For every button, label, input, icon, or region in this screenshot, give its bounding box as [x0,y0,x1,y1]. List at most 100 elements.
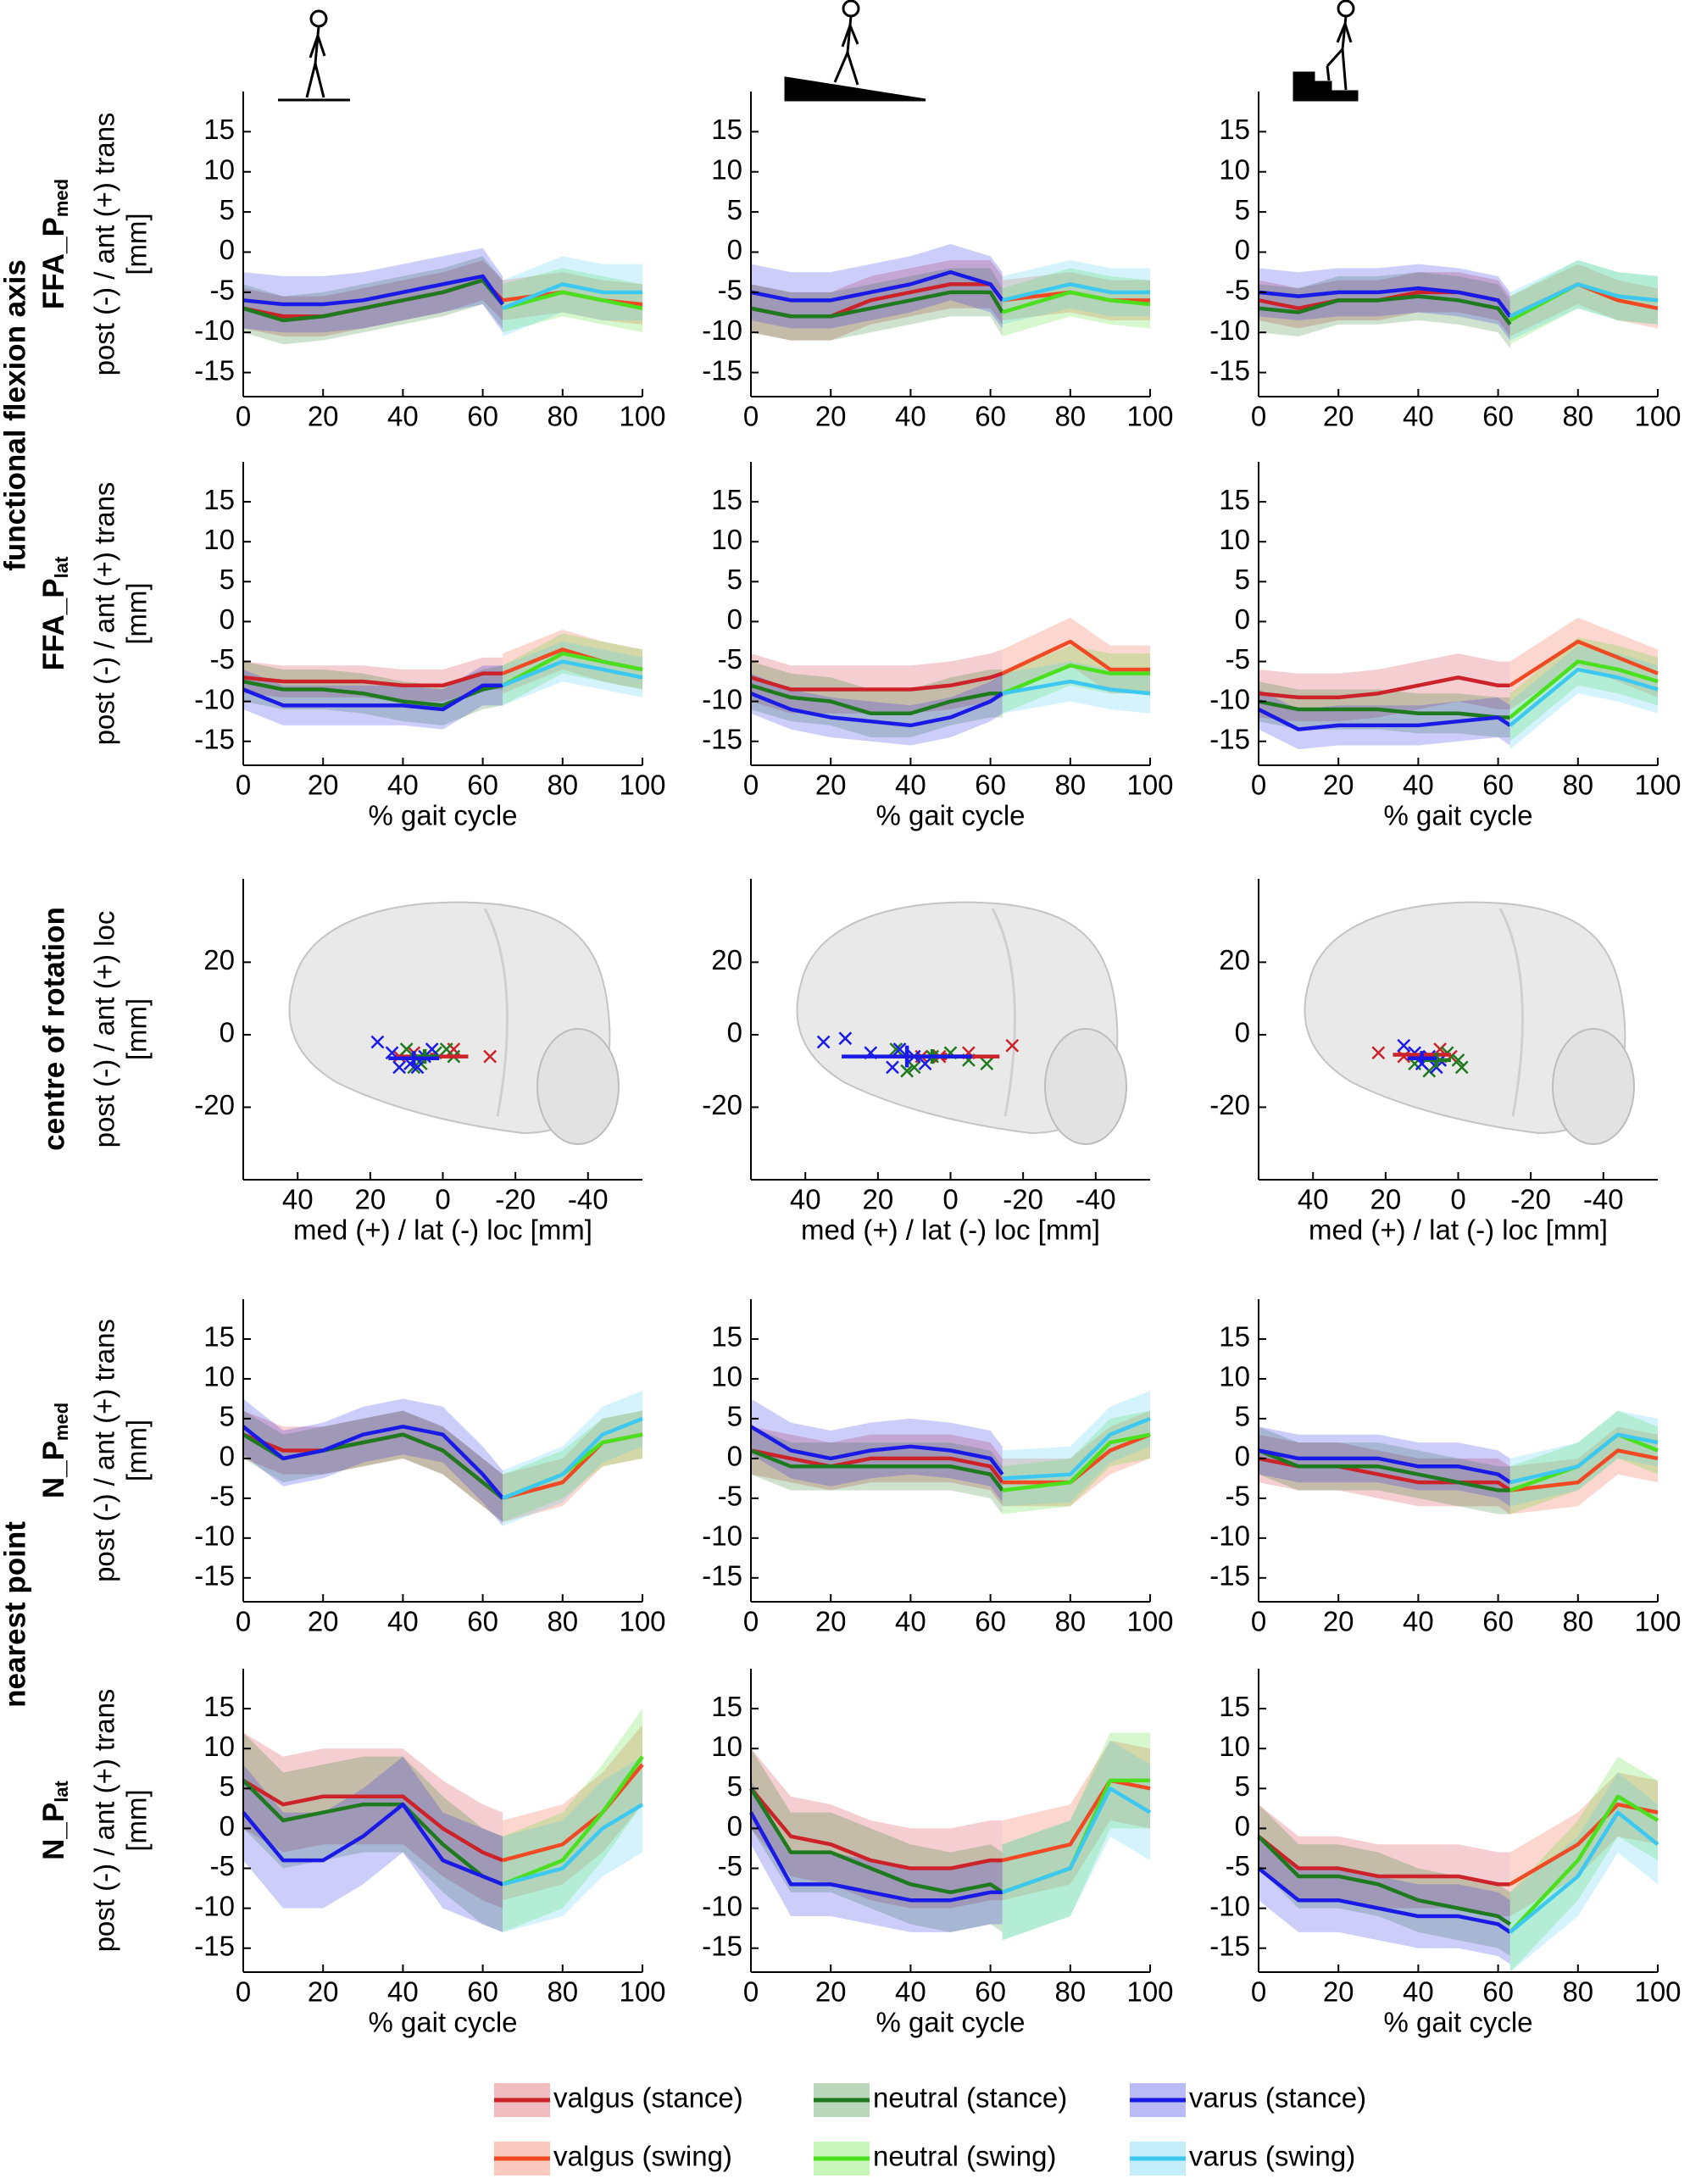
x-tick-label: 40 [1403,401,1434,432]
band [1509,259,1658,345]
x-axis-label: med (+) / lat (-) loc [mm] [1309,1214,1608,1246]
legend-label: varus (stance) [1189,2082,1366,2114]
line [1002,679,1151,696]
line [502,1803,644,1887]
y-tick-label: 5 [727,1401,742,1432]
x-tick-label: 80 [1054,401,1086,432]
point [392,1060,407,1075]
point [1397,1038,1411,1053]
y-tick-label: 0 [220,603,235,635]
point [425,1042,439,1056]
line [750,683,1003,716]
x-tick-label: -40 [1076,1184,1116,1215]
x-tick-label: 100 [619,770,665,801]
line [750,671,1003,692]
line [1509,639,1659,687]
y-tick-label: 5 [1235,1401,1250,1432]
x-axis-label: med (+) / lat (-) loc [mm] [801,1214,1100,1246]
y-tick-label: 10 [711,524,742,555]
y-tick-label: 0 [1235,1810,1250,1842]
x-tick-label: 0 [236,1606,251,1637]
line [242,278,504,323]
x-tick-label: 40 [387,1976,419,2008]
x-tick-label: 80 [1054,770,1086,801]
point [907,1060,921,1075]
x-tick-label: 60 [467,1606,498,1637]
y-tick-label: -10 [194,1520,235,1552]
y-tick-label: 0 [1235,603,1250,635]
point [900,1064,914,1078]
x-tick-label: 40 [1298,1184,1329,1215]
x-tick-label: 80 [547,1606,578,1637]
fibula-head [536,1028,620,1145]
band [1259,264,1510,341]
line [750,270,1004,303]
point [1005,1038,1020,1053]
line [1002,1432,1151,1485]
y-tick-label: 10 [711,1731,742,1762]
line [1509,1448,1659,1492]
band [243,1398,503,1526]
x-tick-label: 40 [387,401,419,432]
y-tick-label: 10 [711,1361,742,1392]
point [886,1060,899,1075]
line [502,290,643,310]
y-tick-label: -10 [702,1520,742,1552]
y-tick-label: 5 [220,1401,235,1432]
line [242,671,503,688]
bone-ridge [483,908,509,1117]
y-tick-label: 0 [220,1017,235,1048]
fibula-head [1044,1028,1127,1145]
y-tick-label: -5 [1226,1481,1250,1512]
y-tick-label: 0 [220,1810,235,1842]
legend-label: valgus (swing) [553,2141,732,2172]
point [483,1049,498,1064]
line [242,274,504,307]
line [242,683,503,712]
y-tick-label: -15 [1209,1930,1250,1961]
y-tick-label: 15 [203,1691,235,1722]
x-tick-label: 80 [547,1976,578,2008]
x-axis-label: % gait cycle [876,2007,1025,2038]
y-axis-label: [mm] [121,998,153,1060]
x-tick-label: 80 [1054,1976,1086,2008]
y-tick-label: -15 [194,1930,235,1961]
line [1509,1432,1659,1485]
line [1509,667,1659,727]
line [749,1787,1003,1895]
x-tick-label: 20 [863,1184,894,1215]
y-tick-label: 0 [727,603,742,635]
x-tick-label: 100 [1634,770,1681,801]
band [503,272,642,325]
x-tick-label: 60 [467,1976,498,2008]
panel-label-main: N_P [37,1441,70,1498]
band [243,247,503,333]
x-tick-label: 80 [547,770,578,801]
y-tick-label: -20 [702,1089,742,1120]
band [1509,259,1658,341]
x-tick-label: 20 [815,1606,847,1637]
y-axis-label: [mm] [121,213,153,275]
x-tick-label: 0 [1450,1184,1465,1215]
y-tick-label: 0 [220,234,235,265]
y-tick-label: 0 [727,234,742,265]
y-axis-label: post (-) / ant (+) trans [89,113,120,376]
x-tick-label: 60 [975,770,1006,801]
y-tick-label: -5 [1226,1850,1250,1881]
band [243,1732,503,1909]
y-tick-label: -10 [1209,683,1250,714]
y-axis-label: post (-) / ant (+) trans [89,482,120,746]
x-axis-label: % gait cycle [1383,2007,1532,2038]
x-tick-label: 60 [467,770,498,801]
y-tick-label: 20 [711,944,742,975]
point [980,1057,994,1071]
y-tick-label: -5 [210,1850,235,1881]
line [1001,639,1150,675]
y-axis-label: post (-) / ant (+) trans [89,1319,120,1582]
x-tick-label: -40 [1583,1184,1624,1215]
y-tick-label: -20 [194,1089,235,1120]
line [749,1425,1004,1476]
y-tick-label: 10 [1219,524,1250,555]
line [1509,1810,1659,1934]
y-tick-label: 10 [203,524,235,555]
